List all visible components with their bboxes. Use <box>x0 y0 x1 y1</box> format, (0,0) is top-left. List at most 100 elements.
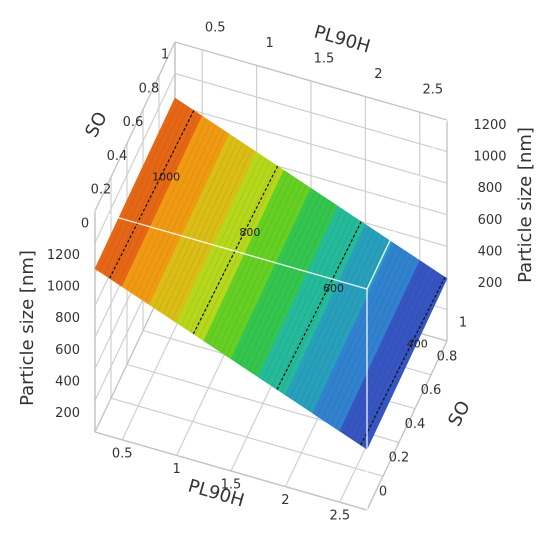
grid-line <box>174 104 448 184</box>
surface-mesh <box>266 212 348 384</box>
surface-mesh <box>294 230 375 402</box>
z-tick-label: 200 <box>478 276 503 291</box>
x-tick-label: 2 <box>281 493 289 508</box>
surface-mesh <box>194 164 276 336</box>
box-edge <box>94 431 368 511</box>
x-tick-label: 1.5 <box>221 478 242 493</box>
surface-mesh <box>162 143 244 314</box>
grid-line <box>174 72 448 153</box>
y-tick-label: 0 <box>379 485 387 500</box>
z-tick-label: 1200 <box>47 248 80 263</box>
surface-mesh <box>316 245 398 417</box>
box-edge <box>94 41 176 212</box>
surface-mesh <box>271 215 353 387</box>
surface-mesh <box>343 263 425 435</box>
box-edge <box>366 340 448 511</box>
y-tick-label: 0.8 <box>139 81 160 96</box>
surface-mesh <box>103 103 185 275</box>
surface-mesh <box>126 118 208 290</box>
surface-mesh <box>253 203 335 375</box>
surface-mesh <box>357 272 439 444</box>
z-tick-label: 1000 <box>47 280 80 295</box>
surface-mesh <box>99 100 180 272</box>
surface-mesh <box>130 121 212 293</box>
y-tick-label: 0 <box>81 217 89 232</box>
contour-label: 400 <box>407 337 428 350</box>
surface-mesh <box>275 218 357 390</box>
surface-mesh <box>226 185 307 357</box>
surface-mesh <box>221 182 303 354</box>
surface-mesh <box>235 191 316 363</box>
y-tick-label: 0.6 <box>421 383 442 398</box>
contour-line <box>360 276 446 446</box>
z-tick-label: 1000 <box>473 150 506 165</box>
x-tick-label: 2.5 <box>329 509 350 524</box>
surface-mesh <box>217 179 298 351</box>
x-tick-label: 1 <box>172 462 180 477</box>
surface-mesh <box>334 257 416 429</box>
x-tick-label: 2 <box>374 67 382 82</box>
surface-mesh <box>212 176 294 348</box>
z-tick-label: 800 <box>55 311 80 326</box>
surface-mesh <box>153 137 235 308</box>
z-tick-label: 400 <box>55 374 80 389</box>
z-tick-label: 400 <box>478 244 503 259</box>
surface-mesh <box>144 130 226 302</box>
contour-line <box>192 165 279 335</box>
x-tick-label: 1.5 <box>314 52 335 67</box>
z-tick-label: 600 <box>55 343 80 358</box>
y-tick-label: 0.2 <box>389 451 410 466</box>
surface-mesh <box>108 106 189 278</box>
y-tick-label: 0.4 <box>107 149 128 164</box>
surface-mesh <box>303 236 384 408</box>
x-tick-label: 0.5 <box>112 446 133 461</box>
x-tick-label: 2.5 <box>422 83 443 98</box>
axis-title: Particle size [nm] <box>17 250 38 406</box>
surface-mesh <box>185 158 267 329</box>
surface-mesh <box>362 275 443 447</box>
z-tick-label: 600 <box>478 213 503 228</box>
axis-title: Particle size [nm] <box>515 127 536 283</box>
surface-mesh <box>158 140 239 311</box>
contour-label: 1000 <box>152 171 180 184</box>
z-tick-label: 200 <box>55 406 80 421</box>
contour-line <box>276 221 362 390</box>
surface-mesh <box>117 112 199 284</box>
z-tick-label: 800 <box>478 181 503 196</box>
surface-mesh <box>307 239 389 411</box>
y-tick-label: 1 <box>161 48 169 63</box>
surface-mesh <box>325 251 407 423</box>
y-tick-label: 0.6 <box>123 115 144 130</box>
contour-line <box>109 110 195 279</box>
box-edge <box>366 119 448 290</box>
y-tick-label: 0.8 <box>437 349 458 364</box>
surface-mesh <box>207 173 289 345</box>
box-edge <box>94 210 368 290</box>
x-tick-label: 1 <box>265 36 273 51</box>
surface-mesh <box>135 124 217 296</box>
surface-mesh <box>248 200 330 372</box>
surface-mesh <box>321 248 403 420</box>
z-tick-label: 1200 <box>473 118 506 133</box>
box-edge <box>174 41 448 121</box>
surface-mesh <box>289 227 371 399</box>
surface-mesh <box>330 254 412 426</box>
surface-mesh <box>239 194 321 366</box>
contour-label: 800 <box>239 226 260 239</box>
surface-mesh <box>348 266 430 438</box>
x-tick-label: 0.5 <box>205 20 226 35</box>
surface-mesh <box>180 155 262 326</box>
surface-mesh <box>244 197 325 369</box>
y-tick-label: 1 <box>459 316 467 331</box>
surface-mesh <box>189 161 271 333</box>
y-tick-label: 0.2 <box>91 183 112 198</box>
surface-mesh <box>298 233 380 405</box>
surface-mesh <box>139 127 221 299</box>
contour-label: 600 <box>323 282 344 295</box>
surface-mesh <box>171 149 253 320</box>
surface-mesh <box>262 209 344 381</box>
surface-mesh <box>167 146 248 317</box>
grid-line <box>110 397 384 477</box>
y-tick-label: 0.4 <box>405 417 426 432</box>
